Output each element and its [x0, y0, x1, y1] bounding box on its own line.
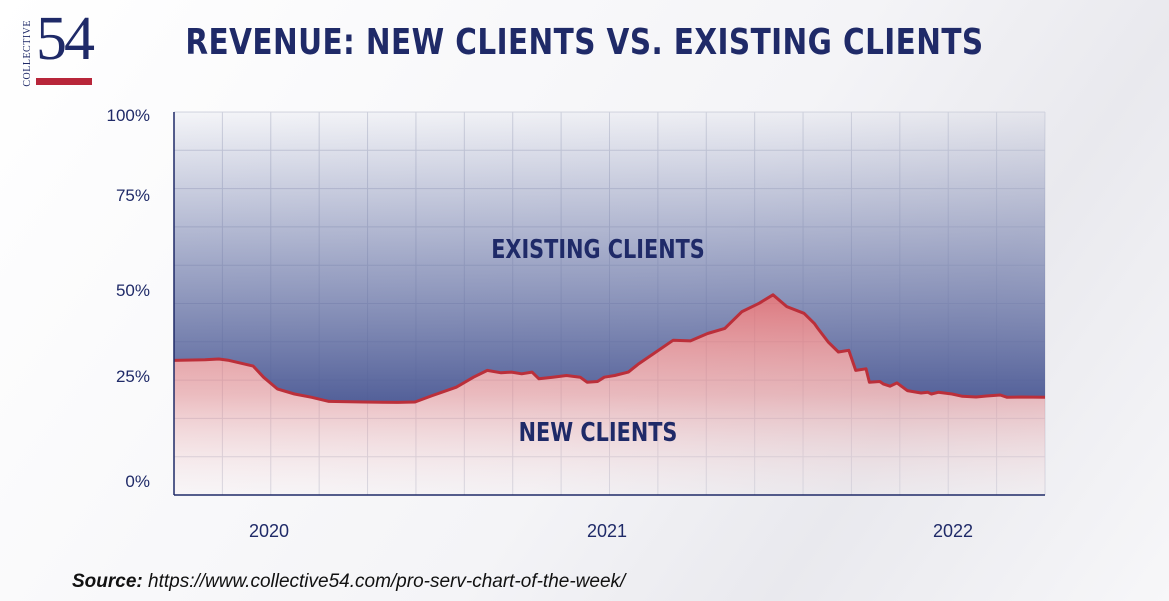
source-url[interactable]: https://www.collective54.com/pro-serv-ch… — [148, 571, 626, 592]
new-clients-area — [174, 294, 1045, 495]
source-note: Source: https://www.collective54.com/pro… — [72, 571, 625, 593]
x-tick-label: 2020 — [249, 521, 289, 541]
source-label: Source: — [72, 571, 143, 592]
y-tick-label: 0% — [125, 472, 150, 491]
y-tick-label: 75% — [116, 186, 150, 205]
series-label-new: NEW CLIENTS — [519, 417, 678, 448]
logo-number: 54 — [36, 5, 95, 73]
existing-clients-area — [174, 112, 1045, 403]
x-tick-label: 2022 — [933, 521, 973, 541]
new-clients-share-line — [173, 293, 1046, 404]
logo-underline — [36, 78, 92, 85]
chart-title: REVENUE: NEW CLIENTS VS. EXISTING CLIENT… — [185, 22, 984, 63]
x-tick-label: 2021 — [587, 521, 627, 541]
series-label-existing: EXISTING CLIENTS — [491, 234, 705, 265]
y-tick-label: 100% — [107, 106, 150, 125]
collective54-logo: COLLECTIVE 54 — [22, 8, 95, 90]
y-tick-label: 50% — [116, 281, 150, 300]
y-tick-label: 25% — [116, 367, 150, 386]
